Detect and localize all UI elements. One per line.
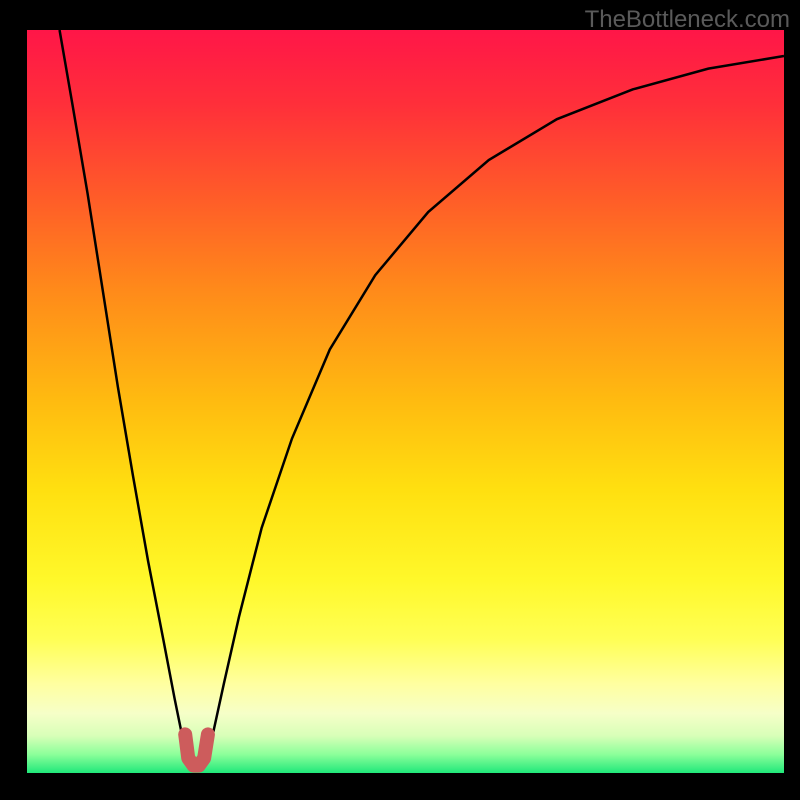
plot-area <box>27 30 784 773</box>
watermark-text: TheBottleneck.com <box>585 6 790 34</box>
minimum-marker <box>27 30 784 773</box>
marker-u-shape <box>185 734 208 765</box>
chart-container: TheBottleneck.com <box>0 0 800 800</box>
